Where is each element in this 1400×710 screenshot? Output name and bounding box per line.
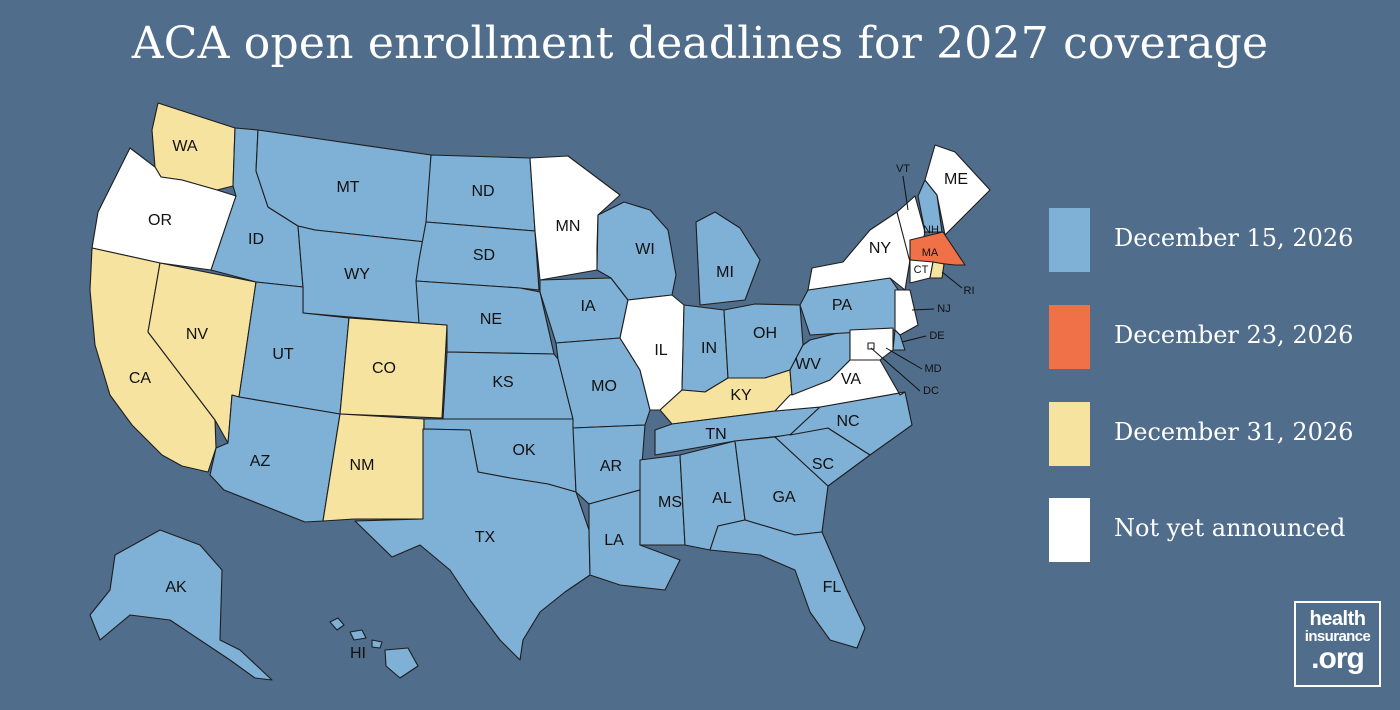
- state-hi: [371, 639, 383, 649]
- state-label-MI: MI: [716, 264, 734, 281]
- state-label-FL: FL: [823, 579, 842, 596]
- state-label-IN: IN: [701, 340, 717, 357]
- state-label-NV: NV: [186, 326, 209, 343]
- state-label-OK: OK: [512, 442, 535, 459]
- state-label-CO: CO: [372, 360, 396, 377]
- state-label-NJ: NJ: [937, 303, 950, 315]
- legend-swatch: [1049, 498, 1090, 562]
- state-label-SC: SC: [812, 456, 834, 473]
- state-label-AK: AK: [165, 579, 187, 596]
- legend-label: December 15, 2026: [1114, 224, 1354, 252]
- state-ny: [807, 211, 911, 291]
- state-label-MT: MT: [336, 179, 359, 196]
- state-label-MS: MS: [658, 494, 682, 511]
- legend-item-not-announced: Not yet announced: [1049, 498, 1349, 562]
- state-co: [339, 317, 448, 419]
- logo-line-insurance: insurance: [1304, 628, 1371, 645]
- state-label-WY: WY: [344, 266, 370, 283]
- state-ms: [639, 454, 686, 546]
- leader-line-dc: [870, 347, 921, 392]
- legend-label: December 31, 2026: [1114, 418, 1354, 446]
- state-label-PA: PA: [832, 297, 852, 314]
- leader-line-ri: [941, 271, 963, 289]
- state-label-LA: LA: [604, 532, 624, 549]
- state-label-MO: MO: [591, 378, 617, 395]
- legend-label: Not yet announced: [1114, 514, 1346, 542]
- state-label-MN: MN: [556, 218, 581, 235]
- state-label-ID: ID: [248, 231, 264, 248]
- leader-line-nj: [911, 308, 935, 311]
- state-label-NM: NM: [350, 457, 375, 474]
- state-label-RI: RI: [964, 285, 975, 297]
- state-label-GA: GA: [772, 489, 795, 506]
- state-label-NY: NY: [869, 240, 892, 257]
- legend-item-dec31: December 31, 2026: [1049, 402, 1353, 466]
- state-label-NE: NE: [480, 311, 502, 328]
- legend-swatch: [1049, 305, 1090, 369]
- leader-line-md: [885, 347, 923, 370]
- legend-item-dec15: December 15, 2026: [1049, 208, 1353, 272]
- state-label-AR: AR: [600, 458, 622, 475]
- legend-label: December 23, 2026: [1114, 321, 1354, 349]
- state-label-IL: IL: [654, 342, 667, 359]
- leader-line-vt: [902, 175, 909, 211]
- state-label-OH: OH: [753, 325, 777, 342]
- state-wi: [596, 201, 677, 301]
- state-label-IA: IA: [580, 298, 595, 315]
- state-label-KY: KY: [730, 387, 752, 404]
- state-label-WV: WV: [795, 356, 821, 373]
- state-hi: [349, 629, 367, 641]
- state-label-MD: MD: [924, 363, 941, 375]
- us-map: WA OR CA NV ID MT WY UT AZ CO NM ND SD N…: [89, 102, 991, 681]
- state-label-MA: MA: [922, 247, 939, 259]
- logo-line-org: .org: [1311, 642, 1365, 675]
- state-me: [924, 144, 991, 236]
- state-label-VA: VA: [841, 371, 861, 388]
- state-label-HI: HI: [350, 645, 366, 662]
- state-label-CA: CA: [129, 370, 152, 387]
- state-label-WI: WI: [635, 241, 655, 258]
- page-title: ACA open enrollment deadlines for 2027 c…: [131, 18, 1269, 69]
- state-nh: [917, 179, 943, 233]
- state-hi: [384, 647, 419, 679]
- state-label-CT: CT: [914, 264, 929, 276]
- state-ri: [929, 261, 945, 279]
- state-label-NH: NH: [923, 224, 939, 236]
- state-label-VT: VT: [896, 163, 910, 175]
- state-de: [892, 329, 906, 351]
- legend-item-dec23: December 23, 2026: [1049, 305, 1353, 369]
- state-label-UT: UT: [272, 346, 294, 363]
- state-label-AL: AL: [712, 490, 732, 507]
- state-label-DC: DC: [923, 385, 939, 397]
- state-hi: [329, 617, 345, 631]
- state-ak: [89, 529, 273, 681]
- logo-line-health: health: [1309, 608, 1366, 630]
- state-label-TN: TN: [705, 426, 726, 443]
- state-label-DE: DE: [929, 330, 944, 342]
- state-nm: [322, 413, 425, 522]
- state-label-WA: WA: [172, 138, 198, 155]
- state-nj: [894, 289, 919, 336]
- state-label-KS: KS: [492, 374, 513, 391]
- state-fl: [709, 519, 866, 649]
- leader-line-de: [901, 335, 927, 343]
- legend-swatch: [1049, 208, 1090, 272]
- state-mi: [695, 211, 761, 306]
- healthinsurance-logo[interactable]: health insurance .org: [1294, 601, 1381, 687]
- state-label-SD: SD: [473, 247, 495, 264]
- state-label-TX: TX: [475, 529, 496, 546]
- legend-swatch: [1049, 402, 1090, 466]
- state-label-NC: NC: [836, 413, 859, 430]
- state-label-AZ: AZ: [250, 453, 271, 470]
- state-tx: [354, 428, 591, 661]
- state-label-ND: ND: [471, 183, 494, 200]
- state-label-OR: OR: [148, 212, 172, 229]
- state-label-ME: ME: [944, 171, 968, 188]
- state-dc: [867, 342, 875, 350]
